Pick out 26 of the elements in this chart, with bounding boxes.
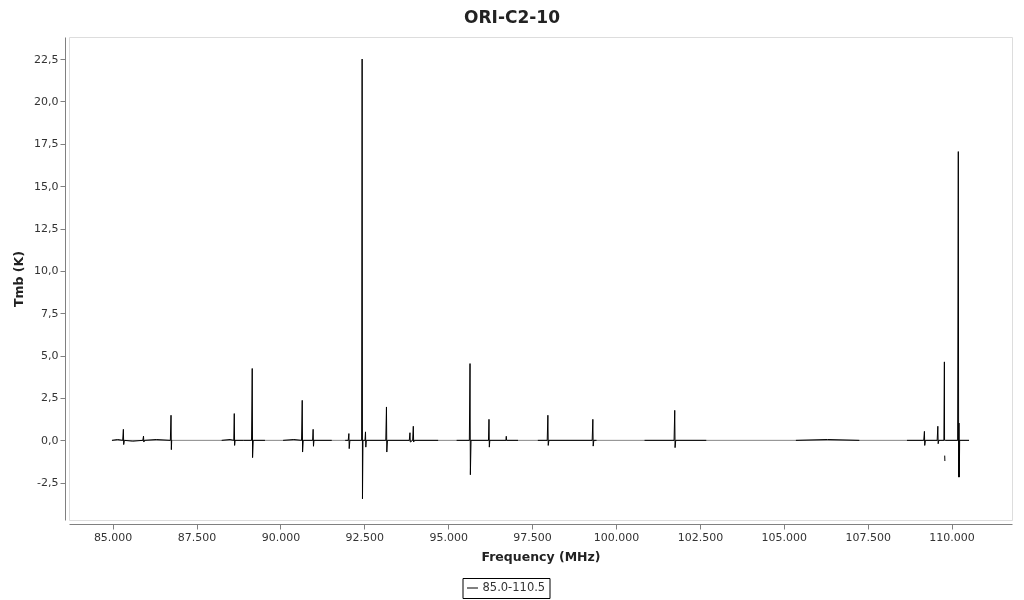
y-tick-label: 5,0 [41,349,59,363]
y-tick-label: 7,5 [41,306,59,320]
x-tick-label: 85.000 [93,530,133,544]
y-tick-label: 2,5 [41,391,59,405]
x-tick-label: 95.000 [429,530,468,544]
x-tick-label: 102.500 [677,530,724,544]
x-tick-label: 87.500 [177,530,217,544]
y-axis-title: Tmb (K) [11,251,27,307]
x-axis-title: Frequency (MHz) [481,548,601,564]
y-tick-label: 22,5 [34,52,59,66]
legend-label: 85.0-110.5 [482,580,546,594]
y-tick-label: 17,5 [34,137,59,151]
x-tick-label: 107.500 [845,530,891,544]
x-tick-label: 105.000 [761,530,808,544]
y-tick-label: 20,0 [34,94,59,108]
x-tick-label: 100.000 [593,530,640,544]
y-tick-label: 10,0 [34,264,59,278]
x-tick-label: 97.500 [513,530,552,544]
y-tick-label: -2,5 [37,476,59,490]
x-tick-label: 110.000 [929,530,975,544]
y-tick-label: 0,0 [41,433,59,447]
chart-title: ORI-C2-10 [464,7,561,27]
x-tick-label: 92.500 [345,530,385,544]
y-tick-label: 15,0 [34,179,59,193]
y-tick-label: 12,5 [34,222,59,236]
x-tick-label: 90.000 [261,530,301,544]
